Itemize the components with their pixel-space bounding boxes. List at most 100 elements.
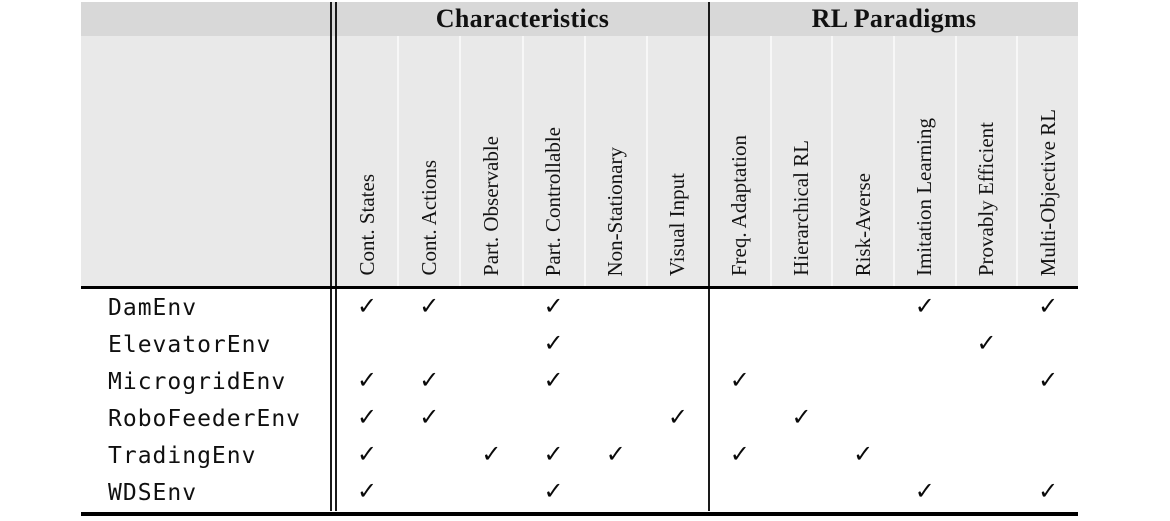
column-header-cell: Non-Stationary	[583, 36, 646, 286]
check-cell	[645, 326, 708, 363]
rl-paradigms-cells: ✓	[708, 326, 1078, 363]
characteristics-cells: ✓ ✓	[337, 474, 708, 511]
check-cell	[397, 326, 459, 363]
double-rule	[330, 326, 337, 363]
checkmark-icon: ✓	[1038, 367, 1059, 394]
checkmark-icon: ✓	[729, 367, 750, 394]
check-cell	[769, 289, 832, 326]
column-label: Hierarchical RL	[789, 140, 813, 276]
check-cell: ✓	[893, 289, 955, 326]
check-cell: ✓	[645, 400, 708, 437]
checkmark-icon: ✓	[357, 293, 378, 320]
rl-paradigms-cells: ✓ ✓	[708, 289, 1078, 326]
table-row: MicrogridEnv ✓ ✓ ✓ ✓ ✓	[81, 363, 1078, 400]
column-label: Cont. Actions	[416, 160, 441, 276]
checkmark-icon: ✓	[481, 441, 502, 468]
characteristics-cells: ✓ ✓ ✓	[337, 363, 708, 400]
column-header-cell: Provably Efficient	[954, 36, 1017, 286]
group-title-rl-paradigms: RL Paradigms	[708, 2, 1078, 36]
check-cell: ✓	[710, 437, 770, 474]
column-label: Part. Observable	[478, 136, 503, 276]
check-cell	[337, 326, 397, 363]
check-cell: ✓	[831, 437, 893, 474]
checkmark-icon: ✓	[543, 478, 564, 505]
characteristics-columns: Cont. States Cont. Actions Part. Observabl…	[337, 36, 708, 286]
checkmark-icon: ✓	[543, 367, 564, 394]
rl-paradigms-cells: ✓	[708, 400, 1078, 437]
check-cell	[710, 474, 770, 511]
check-cell: ✓	[521, 363, 584, 400]
characteristics-cells: ✓ ✓ ✓	[337, 400, 708, 437]
column-header-cell: Imitation Learning	[893, 36, 955, 286]
check-cell	[710, 326, 770, 363]
checkmark-icon: ✓	[791, 404, 812, 431]
rl-paradigms-cells: ✓ ✓	[708, 437, 1078, 474]
column-header-label-spacer	[81, 36, 330, 286]
checkmark-icon: ✓	[976, 330, 997, 357]
check-cell	[954, 363, 1017, 400]
checkmark-icon: ✓	[357, 367, 378, 394]
checkmark-icon: ✓	[1038, 478, 1059, 505]
check-cell	[710, 289, 770, 326]
check-cell: ✓	[397, 289, 459, 326]
checkmark-icon: ✓	[357, 441, 378, 468]
double-rule	[330, 36, 337, 286]
characteristics-cells: ✓ ✓ ✓ ✓	[337, 437, 708, 474]
check-cell	[954, 437, 1017, 474]
env-name: WDSEnv	[108, 479, 198, 506]
check-cell	[397, 474, 459, 511]
check-cell	[459, 400, 521, 437]
column-header-cell: Cont. Actions	[397, 36, 459, 286]
check-cell: ✓	[337, 363, 397, 400]
column-label: Multi-Objective RL	[1035, 108, 1060, 276]
check-cell	[831, 363, 893, 400]
env-name: DamEnv	[108, 294, 198, 321]
rl-paradigms-cells: ✓ ✓	[708, 474, 1078, 511]
check-cell: ✓	[337, 474, 397, 511]
bottom-rule	[81, 512, 1078, 516]
check-cell: ✓	[337, 437, 397, 474]
check-cell: ✓	[954, 326, 1017, 363]
column-label: Part. Controllable	[541, 126, 566, 276]
check-cell: ✓	[1016, 289, 1078, 326]
check-cell: ✓	[397, 400, 459, 437]
check-cell	[1016, 400, 1078, 437]
check-cell	[459, 326, 521, 363]
check-cell	[645, 363, 708, 400]
env-comparison-table: Characteristics RL Paradigms Cont. State…	[81, 2, 1078, 516]
check-cell	[893, 400, 955, 437]
double-rule	[330, 474, 337, 511]
column-label: Imitation Learning	[912, 117, 937, 276]
column-label: Cont. States	[354, 174, 379, 276]
check-cell	[521, 400, 584, 437]
checkmark-icon: ✓	[605, 441, 626, 468]
check-cell	[893, 363, 955, 400]
checkmark-icon: ✓	[543, 441, 564, 468]
check-cell	[831, 474, 893, 511]
checkmark-icon: ✓	[853, 441, 874, 468]
double-rule	[330, 2, 337, 36]
check-cell: ✓	[521, 437, 584, 474]
check-cell	[769, 437, 832, 474]
table-row: DamEnv ✓ ✓ ✓ ✓ ✓	[81, 289, 1078, 326]
check-cell	[645, 437, 708, 474]
characteristics-cells: ✓ ✓ ✓	[337, 289, 708, 326]
column-label: Provably Efficient	[974, 121, 999, 276]
checkmark-icon: ✓	[914, 293, 935, 320]
column-header-cell: Part. Controllable	[521, 36, 584, 286]
check-cell	[1016, 326, 1078, 363]
column-header-cell: Hierarchical RL	[769, 36, 832, 286]
check-cell	[459, 289, 521, 326]
check-cell	[954, 474, 1017, 511]
table-row: WDSEnv ✓ ✓ ✓ ✓	[81, 474, 1078, 511]
checkmark-icon: ✓	[667, 404, 688, 431]
column-header-row: Cont. States Cont. Actions Part. Observabl…	[81, 36, 1078, 286]
checkmark-icon: ✓	[419, 367, 440, 394]
corner-cell	[81, 2, 330, 36]
check-cell	[954, 400, 1017, 437]
check-cell	[831, 326, 893, 363]
check-cell	[583, 363, 646, 400]
checkmark-icon: ✓	[419, 404, 440, 431]
check-cell	[1016, 437, 1078, 474]
